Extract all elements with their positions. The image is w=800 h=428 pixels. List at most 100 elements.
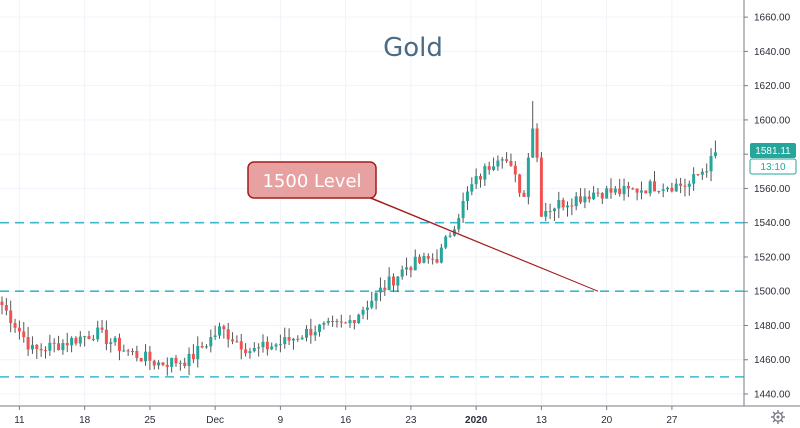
- x-tick-label: 16: [340, 415, 352, 426]
- candle-body: [483, 166, 487, 180]
- last-price-box: [750, 143, 796, 158]
- candle-body: [278, 344, 282, 346]
- candle-body: [44, 350, 47, 352]
- candle-body: [513, 165, 517, 175]
- last-price-tag: 1581.11 13:10: [749, 143, 797, 175]
- candle-body: [709, 156, 713, 172]
- annotation-label: 1500 Level: [262, 171, 361, 192]
- candle-body: [505, 159, 509, 161]
- candle-body: [496, 160, 500, 167]
- candle-body: [635, 188, 639, 193]
- y-tick-label: 1660.00: [754, 13, 791, 24]
- candle-body: [174, 357, 178, 364]
- candle-body: [622, 185, 626, 195]
- x-axis-ticks: 11 18 25 Dec 9 16 23 2020 13 20 27: [14, 406, 678, 426]
- candle-body: [396, 276, 400, 286]
- candle-body: [561, 200, 565, 208]
- candle-body: [57, 343, 61, 351]
- candle-body: [479, 176, 482, 180]
- candle-body: [244, 349, 248, 354]
- last-price-label: 1581.11: [755, 146, 791, 157]
- candle-body: [644, 190, 648, 194]
- candle-body: [283, 337, 287, 345]
- annotation-callout: 1500 Level: [247, 161, 599, 292]
- candle-body: [526, 157, 530, 197]
- candle-body: [487, 166, 491, 170]
- candle-body: [670, 187, 674, 192]
- y-tick-label: 1620.00: [754, 81, 791, 92]
- candle-body: [522, 192, 526, 197]
- candle-body: [200, 346, 204, 348]
- y-tick-label: 1520.00: [754, 252, 791, 263]
- candle-body: [705, 171, 709, 173]
- horizontal-levels: [0, 221, 744, 378]
- candle-body: [557, 200, 561, 209]
- y-tick-label: 1440.00: [754, 390, 791, 401]
- x-tick-label: 18: [79, 415, 91, 426]
- candle-body: [144, 351, 148, 362]
- x-tick-label: 23: [405, 415, 417, 426]
- candle-body: [435, 259, 439, 263]
- candles: [0, 101, 717, 376]
- candle-body: [674, 183, 678, 192]
- candle-body: [157, 362, 161, 366]
- candle-body: [657, 190, 661, 192]
- candle-body: [61, 343, 65, 351]
- candle-body: [648, 181, 652, 194]
- candle-body: [365, 307, 369, 310]
- candle-body: [687, 183, 691, 187]
- candle-body: [518, 174, 522, 193]
- candle-body: [104, 329, 108, 345]
- candle-body: [457, 218, 461, 230]
- candle-body: [539, 157, 543, 217]
- candle-body: [191, 353, 195, 360]
- candle-body: [135, 351, 139, 359]
- candle-body: [204, 346, 208, 348]
- y-tick-label: 1560.00: [754, 184, 791, 195]
- annotation-box[interactable]: [247, 161, 377, 199]
- candle-body: [109, 342, 113, 345]
- candle-body: [465, 191, 469, 201]
- x-tick-label: 2020: [465, 415, 488, 426]
- settings-gear-icon[interactable]: [771, 410, 785, 424]
- x-tick-label: 13: [536, 415, 548, 426]
- candle-body: [696, 174, 700, 176]
- candle-body: [378, 287, 382, 293]
- candle-body: [148, 351, 152, 361]
- candle-body: [596, 192, 600, 194]
- candle-body: [91, 338, 95, 340]
- candle-body: [209, 337, 213, 347]
- candle-body: [270, 346, 274, 350]
- candle-body: [548, 211, 552, 213]
- candle-body: [131, 351, 134, 353]
- candle-body: [170, 357, 174, 367]
- candle-body: [139, 358, 143, 362]
- candle-body: [535, 128, 539, 158]
- candle-body: [426, 255, 430, 259]
- candle-body: [22, 331, 26, 338]
- grid: [0, 0, 744, 406]
- candle-body: [187, 353, 191, 367]
- candle-body: [248, 351, 252, 354]
- candle-body: [418, 256, 422, 263]
- y-tick-label: 1540.00: [754, 218, 791, 229]
- x-tick-label: 27: [666, 415, 678, 426]
- candle-body: [83, 336, 87, 338]
- candle-body: [305, 328, 308, 338]
- x-tick-label: 11: [14, 415, 25, 426]
- candle-body: [326, 320, 330, 323]
- candle-body: [566, 205, 569, 208]
- countdown-box: [749, 158, 797, 175]
- candle-body: [570, 205, 574, 207]
- candle-body: [65, 343, 69, 346]
- candle-body: [405, 267, 409, 270]
- candle-body: [161, 362, 165, 365]
- candle-body: [613, 188, 617, 193]
- candle-body: [618, 188, 622, 195]
- candle-body: [700, 171, 704, 175]
- candle-body: [605, 188, 609, 199]
- candle-body: [374, 292, 378, 301]
- gear-icon[interactable]: [773, 412, 783, 422]
